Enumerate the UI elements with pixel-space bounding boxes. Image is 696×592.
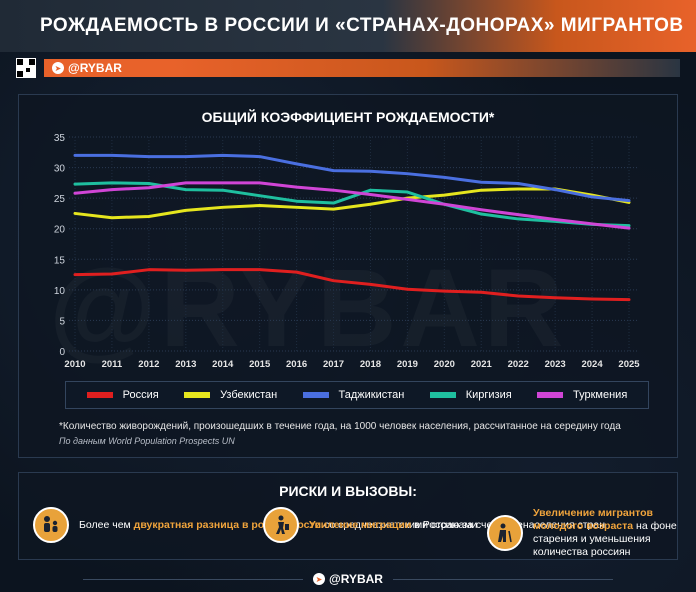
y-tick-label: 5: [59, 316, 65, 327]
migration-icon: [263, 507, 299, 543]
risk-text-3: Увеличение мигрантов молодого возраста н…: [533, 507, 677, 558]
footer-divider-left: [83, 578, 304, 580]
x-tick-label: 2015: [249, 359, 271, 370]
x-tick-label: 2019: [397, 359, 418, 370]
x-tick-label: 2017: [323, 359, 344, 370]
header-bar: РОЖДАЕМОСТЬ В РОССИИ И «СТРАНАХ-ДОНОРАХ»…: [0, 0, 696, 52]
legend-item: Россия: [86, 389, 159, 401]
footer-brand[interactable]: ➤ @RYBAR: [0, 572, 696, 586]
series-line-Таджикистан: [73, 153, 631, 203]
risk-item-3: Увеличение мигрантов молодого возраста н…: [487, 507, 677, 559]
legend-swatch: [537, 392, 564, 398]
x-tick-label: 2025: [618, 359, 640, 370]
x-tick-label: 2024: [581, 359, 603, 370]
family-icon: [33, 507, 69, 543]
legend-label: Таджикистан: [338, 389, 405, 401]
telegram-icon: ➤: [52, 62, 64, 74]
footer-divider-right: [392, 578, 613, 580]
legend-label: Узбекистан: [220, 389, 278, 401]
legend-label: Киргизия: [465, 389, 512, 401]
x-tick-label: 2012: [138, 359, 159, 370]
chart-legend: Россия Узбекистан Таджикистан Киргизия Туркм…: [65, 381, 649, 409]
qr-code-icon[interactable]: [16, 58, 36, 78]
legend-swatch: [429, 392, 456, 398]
y-tick-label: 15: [54, 255, 66, 266]
brand-strip[interactable]: ➤ @RYBAR: [44, 59, 680, 77]
y-tick-label: 35: [54, 133, 66, 144]
legend-item: Узбекистан: [184, 389, 277, 401]
x-tick-label: 2023: [545, 359, 566, 370]
legend-label: Россия: [122, 389, 159, 401]
x-tick-label: 2022: [508, 359, 529, 370]
y-tick-label: 25: [54, 194, 66, 205]
series-line-Узбекистан: [73, 187, 631, 220]
y-tick-label: 10: [54, 286, 66, 297]
elderly-icon: [487, 515, 523, 551]
x-tick-label: 2013: [175, 359, 196, 370]
brand-bar: ➤ @RYBAR: [16, 58, 680, 78]
telegram-icon: ➤: [313, 573, 326, 585]
footnote: *Количество живорождений, произошедших в…: [59, 421, 621, 432]
risks-panel: РИСКИ И ВЫЗОВЫ: Более чем двукратная раз…: [18, 472, 678, 560]
legend-item: Киргизия: [429, 389, 512, 401]
x-tick-label: 2010: [64, 359, 85, 370]
legend-label: Туркмения: [573, 389, 628, 401]
legend-swatch: [86, 392, 113, 398]
series-line-Россия: [73, 268, 631, 302]
brand-label: @RYBAR: [68, 61, 122, 75]
x-tick-label: 2021: [471, 359, 493, 370]
legend-swatch: [302, 392, 329, 398]
y-tick-label: 0: [59, 347, 65, 358]
y-tick-label: 20: [54, 225, 66, 236]
chart-panel: @RYBAR ОБЩИЙ КОЭФФИЦИЕНТ РОЖДАЕМОСТИ* 05…: [18, 94, 678, 458]
source-note: По данным World Population Prospects UN: [59, 436, 235, 446]
risk-item-2: Усиление миграции в Россию за счет перен…: [263, 507, 605, 543]
legend-item: Таджикистан: [302, 389, 405, 401]
series-line-Туркмения: [73, 181, 631, 230]
x-tick-label: 2014: [212, 359, 234, 370]
x-tick-label: 2020: [434, 359, 455, 370]
risks-title: РИСКИ И ВЫЗОВЫ:: [279, 483, 417, 499]
x-tick-label: 2018: [360, 359, 381, 370]
x-tick-label: 2016: [286, 359, 307, 370]
footer-brand-label: @RYBAR: [329, 572, 383, 586]
legend-item: Туркмения: [537, 389, 627, 401]
page-title: РОЖДАЕМОСТЬ В РОССИИ И «СТРАНАХ-ДОНОРАХ»…: [40, 15, 684, 36]
legend-swatch: [184, 392, 211, 398]
y-tick-label: 30: [54, 164, 66, 175]
x-tick-label: 2011: [102, 359, 123, 370]
chart-title: ОБЩИЙ КОЭФФИЦИЕНТ РОЖДАЕМОСТИ*: [201, 109, 495, 125]
